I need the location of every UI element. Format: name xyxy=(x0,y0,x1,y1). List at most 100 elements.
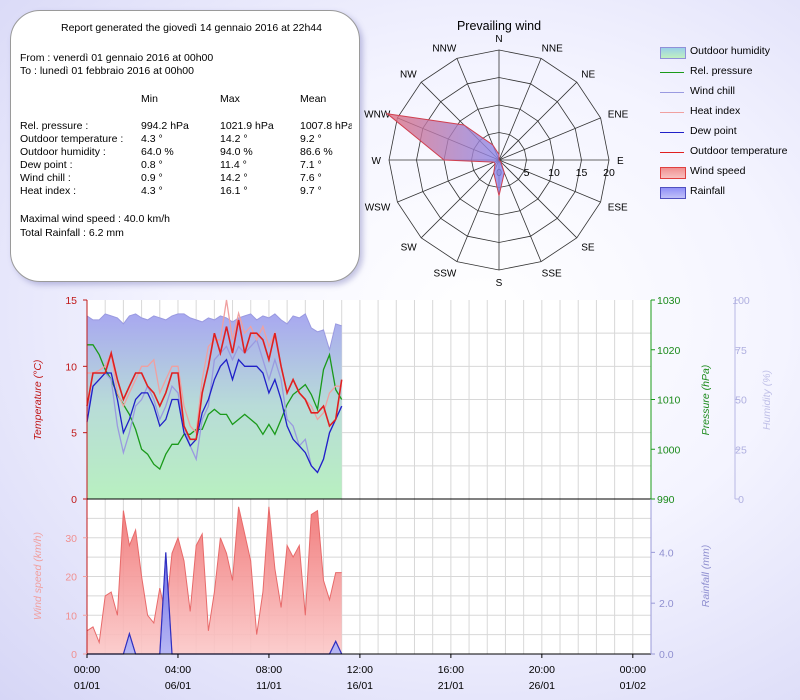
column-max: Max xyxy=(220,93,240,105)
row-mean: 9.7 ° xyxy=(300,185,322,197)
legend-item-heat-index: Heat index xyxy=(660,102,795,122)
legend-swatch xyxy=(660,92,684,93)
humidity-tick-label: 25 xyxy=(735,444,747,456)
row-label: Outdoor temperature : xyxy=(20,133,124,145)
series-line-outdoor-temperature xyxy=(86,319,343,441)
rose-direction-label: NE xyxy=(581,70,595,81)
temperature-axis-title: Temperature (°C) xyxy=(32,360,44,441)
series-area-rainfall xyxy=(87,552,343,655)
legend-label: Wind chill xyxy=(690,85,735,97)
row-min: 64.0 % xyxy=(141,146,174,158)
row-min: 0.9 ° xyxy=(141,172,163,184)
legend-item-wind-chill: Wind chill xyxy=(660,82,795,102)
rainfall-axis-title: Rainfall (mm) xyxy=(700,545,712,607)
column-mean: Mean xyxy=(300,93,327,105)
rose-tick-label: 15 xyxy=(576,167,588,179)
legend-item-wind-speed: Wind speed xyxy=(660,162,795,182)
rose-direction-label: N xyxy=(495,34,502,45)
rose-direction-label: ESE xyxy=(608,203,628,214)
x-tick-time-label: 20:00 xyxy=(529,664,555,676)
column-min: Min xyxy=(141,93,158,105)
rose-spoke xyxy=(498,159,578,239)
legend-item-rel-pressure: Rel. pressure xyxy=(660,62,795,82)
rose-spoke xyxy=(498,159,601,203)
rose-direction-label: SSE xyxy=(542,269,562,280)
rainfall-tick-label: 4.0 xyxy=(659,547,674,559)
legend-swatch xyxy=(660,167,686,179)
x-tick-time-label: 16:00 xyxy=(438,664,464,676)
rainfall-tick-label: 2.0 xyxy=(659,598,674,610)
humidity-axis-title: Humidity (%) xyxy=(761,370,773,430)
max-wind-speed: Maximal wind speed : 40.0 km/h xyxy=(20,213,170,225)
rose-spoke xyxy=(498,81,578,161)
rose-direction-label: S xyxy=(496,278,503,289)
x-tick-time-label: 04:00 xyxy=(165,664,191,676)
legend-swatch xyxy=(660,152,684,153)
report-summary-panel: Report generated the giovedì 14 gennaio … xyxy=(10,10,360,282)
temperature-tick-label: 0 xyxy=(71,494,77,506)
pressure-axis-title: Pressure (hPa) xyxy=(700,365,712,436)
wind-tick-label: 20 xyxy=(65,572,77,584)
x-tick-date-label: 16/01 xyxy=(347,680,373,692)
row-max: 1021.9 hPa xyxy=(220,120,274,132)
row-max: 94.0 % xyxy=(220,146,253,158)
series-area-outdoor-humidity xyxy=(87,313,342,499)
rose-direction-label: E xyxy=(617,156,624,167)
rose-direction-label: WNW xyxy=(364,109,391,120)
legend-label: Rel. pressure xyxy=(690,65,753,77)
row-max: 14.2 ° xyxy=(220,172,248,184)
rose-tick-label: 5 xyxy=(524,167,530,179)
x-tick-date-label: 01/01 xyxy=(74,680,100,692)
report-to: To : lunedì 01 febbraio 2016 at 00h00 xyxy=(20,65,194,77)
rose-direction-label: WSW xyxy=(365,203,391,214)
rose-direction-label: W xyxy=(372,156,382,167)
temperature-tick-label: 10 xyxy=(65,361,77,373)
rose-direction-label: SSW xyxy=(434,269,457,280)
legend-swatch xyxy=(660,47,686,59)
row-mean: 7.6 ° xyxy=(300,172,322,184)
total-rainfall: Total Rainfall : 6.2 mm xyxy=(20,227,124,239)
series-line-wind-speed xyxy=(86,506,342,645)
rose-direction-label: SE xyxy=(581,242,595,253)
rose-spoke xyxy=(498,58,542,161)
series-line-dew-point xyxy=(86,358,343,474)
legend-item-outdoor-humidity: Outdoor humidity xyxy=(660,42,795,62)
temperature-tick-label: 5 xyxy=(71,428,77,440)
x-tick-time-label: 08:00 xyxy=(256,664,282,676)
row-max: 14.2 ° xyxy=(220,133,248,145)
legend-item-rainfall: Rainfall xyxy=(660,182,795,202)
legend-label: Wind speed xyxy=(690,165,746,177)
plot-background xyxy=(87,300,651,654)
rose-spoke xyxy=(498,159,542,262)
row-label: Heat index : xyxy=(20,185,77,197)
wind-tick-label: 30 xyxy=(65,533,77,545)
pressure-tick-label: 990 xyxy=(657,494,675,506)
rose-direction-label: SW xyxy=(401,242,418,253)
rose-spoke xyxy=(420,159,500,239)
series-area-wind-speed xyxy=(87,506,342,654)
series-line-rainfall xyxy=(87,552,343,655)
series-line-heat-index xyxy=(87,299,342,435)
pressure-tick-label: 1010 xyxy=(657,395,681,407)
humidity-tick-label: 0 xyxy=(738,494,744,506)
legend-swatch xyxy=(660,132,684,133)
rose-direction-label: NNW xyxy=(432,43,456,54)
series-line-rel-pressure xyxy=(87,344,343,471)
row-label: Wind chill : xyxy=(20,172,71,184)
legend-swatch xyxy=(660,112,684,113)
rose-direction-label: NW xyxy=(400,70,417,81)
rose-direction-label: ENE xyxy=(608,109,629,120)
row-min: 4.3 ° xyxy=(141,185,163,197)
row-label: Dew point : xyxy=(20,159,73,171)
pressure-tick-label: 1000 xyxy=(657,444,681,456)
humidity-tick-label: 75 xyxy=(735,345,747,357)
rose-spoke xyxy=(397,159,500,203)
rose-tick-label: 10 xyxy=(548,167,560,179)
x-tick-date-label: 06/01 xyxy=(165,680,191,692)
x-tick-time-label: 00:00 xyxy=(74,664,100,676)
row-label: Outdoor humidity : xyxy=(20,146,106,158)
x-tick-date-label: 21/01 xyxy=(438,680,464,692)
pressure-tick-label: 1020 xyxy=(657,345,681,357)
legend: Outdoor humidity Rel. pressure Wind chil… xyxy=(660,42,795,202)
